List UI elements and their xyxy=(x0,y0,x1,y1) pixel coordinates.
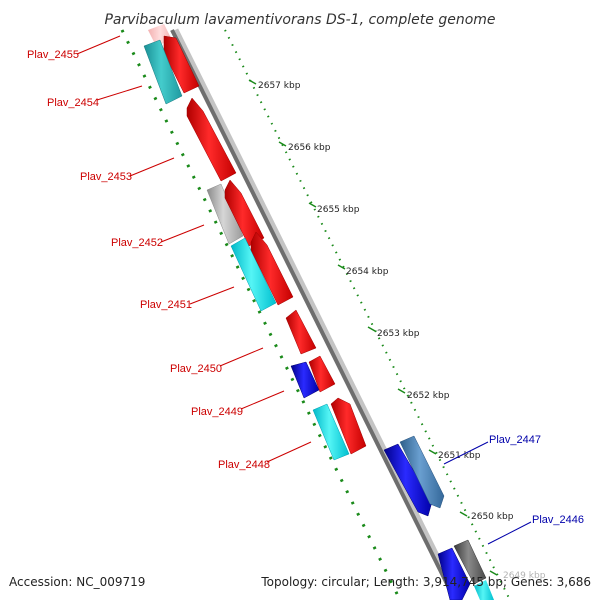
gene-label-plav-2449[interactable]: Plav_2449 xyxy=(191,406,243,418)
coordinate-label: 2657 kbp xyxy=(258,81,301,91)
coordinate-tick: 2652 kbp xyxy=(397,388,450,401)
gene-arrow-plav-2447[interactable] xyxy=(399,435,445,509)
gene-arrows-right xyxy=(383,435,494,600)
label-leader-line xyxy=(76,35,121,55)
coordinate-tick: 2653 kbp xyxy=(367,326,420,339)
accession-text: Accession: NC_009719 xyxy=(9,575,145,589)
gene-arrow-plav-2452[interactable] xyxy=(224,179,265,247)
gene-label-plav-2454[interactable]: Plav_2454 xyxy=(47,97,99,109)
gene-label-plav-2451[interactable]: Plav_2451 xyxy=(140,299,192,311)
left-gene-labels: Plav_2455 Plav_2454 Plav_2453 Plav_2452 … xyxy=(27,35,312,471)
label-leader-line xyxy=(129,157,175,177)
inner-tick-rail xyxy=(120,29,402,600)
gene-arrow-plav-2448[interactable] xyxy=(330,397,367,455)
gene-arrow-plav-2446-blue[interactable] xyxy=(437,547,471,600)
label-leader-line xyxy=(96,85,143,101)
gene-arrow-plav-2452-gray[interactable] xyxy=(206,183,244,245)
gene-arrow-plav-2451-cyan[interactable] xyxy=(230,237,277,312)
coordinate-label: 2650 kbp xyxy=(471,512,514,522)
coordinate-tick: 2651 kbp xyxy=(428,449,481,461)
label-leader-line xyxy=(266,441,312,463)
gene-label-plav-2446[interactable]: Plav_2446 xyxy=(532,514,584,526)
coordinate-label: 2649 kbp xyxy=(503,571,546,581)
coordinate-tick: 2654 kbp xyxy=(337,264,389,277)
coordinate-label: 2654 kbp xyxy=(346,267,389,277)
gene-label-plav-2453[interactable]: Plav_2453 xyxy=(80,171,132,183)
map-title: Parvibaculum lavamentivorans DS-1, compl… xyxy=(104,12,495,28)
backbone-shadow xyxy=(171,28,462,600)
gene-arrow-plav-2449-blue[interactable] xyxy=(290,361,320,399)
gene-arrow-plav-2445[interactable] xyxy=(474,580,494,600)
coordinate-label: 2653 kbp xyxy=(377,329,420,339)
outer-tick-rail xyxy=(224,29,511,600)
coordinate-tick: 2650 kbp xyxy=(459,511,514,522)
gene-label-plav-2448[interactable]: Plav_2448 xyxy=(218,459,270,471)
coordinate-label: 2652 kbp xyxy=(407,391,450,401)
gene-arrow-plav-2448-cyan[interactable] xyxy=(312,403,350,461)
gene-arrow-plav-2447-blue[interactable] xyxy=(383,443,433,517)
coordinate-tick: 2657 kbp xyxy=(248,79,301,91)
backbone-line xyxy=(170,29,457,600)
right-gene-labels: Plav_2447 Plav_2446 xyxy=(443,434,584,545)
gene-label-plav-2450[interactable]: Plav_2450 xyxy=(170,363,222,375)
gene-label-plav-2455[interactable]: Plav_2455 xyxy=(27,49,79,61)
coordinate-tick: 2656 kbp xyxy=(278,141,331,153)
label-leader-line xyxy=(219,347,264,367)
gene-label-plav-2452[interactable]: Plav_2452 xyxy=(111,237,163,249)
genome-summary-text: Topology: circular; Length: 3,914,745 bp… xyxy=(260,575,591,589)
label-leader-line xyxy=(443,441,489,465)
gene-arrow-plav-2454[interactable] xyxy=(143,39,183,105)
gene-arrow-plav-2446[interactable] xyxy=(453,539,487,585)
label-leader-line xyxy=(189,286,235,305)
gene-arrow-plav-2449[interactable] xyxy=(308,355,336,393)
label-leader-line xyxy=(487,521,532,545)
gene-arrows xyxy=(143,24,367,461)
gene-label-plav-2447[interactable]: Plav_2447 xyxy=(489,434,541,446)
gene-arrow-plav-2450[interactable] xyxy=(285,309,317,355)
gene-arrow-plav-2453[interactable] xyxy=(186,97,237,182)
label-leader-line xyxy=(160,224,205,243)
coordinate-tick: 2649 kbp xyxy=(489,570,546,581)
label-leader-line xyxy=(240,390,285,410)
coordinate-label: 2656 kbp xyxy=(288,143,331,153)
coordinate-label: 2655 kbp xyxy=(317,205,360,215)
gene-arrow-plav-2451[interactable] xyxy=(250,231,294,306)
coordinate-tick: 2655 kbp xyxy=(308,202,360,215)
